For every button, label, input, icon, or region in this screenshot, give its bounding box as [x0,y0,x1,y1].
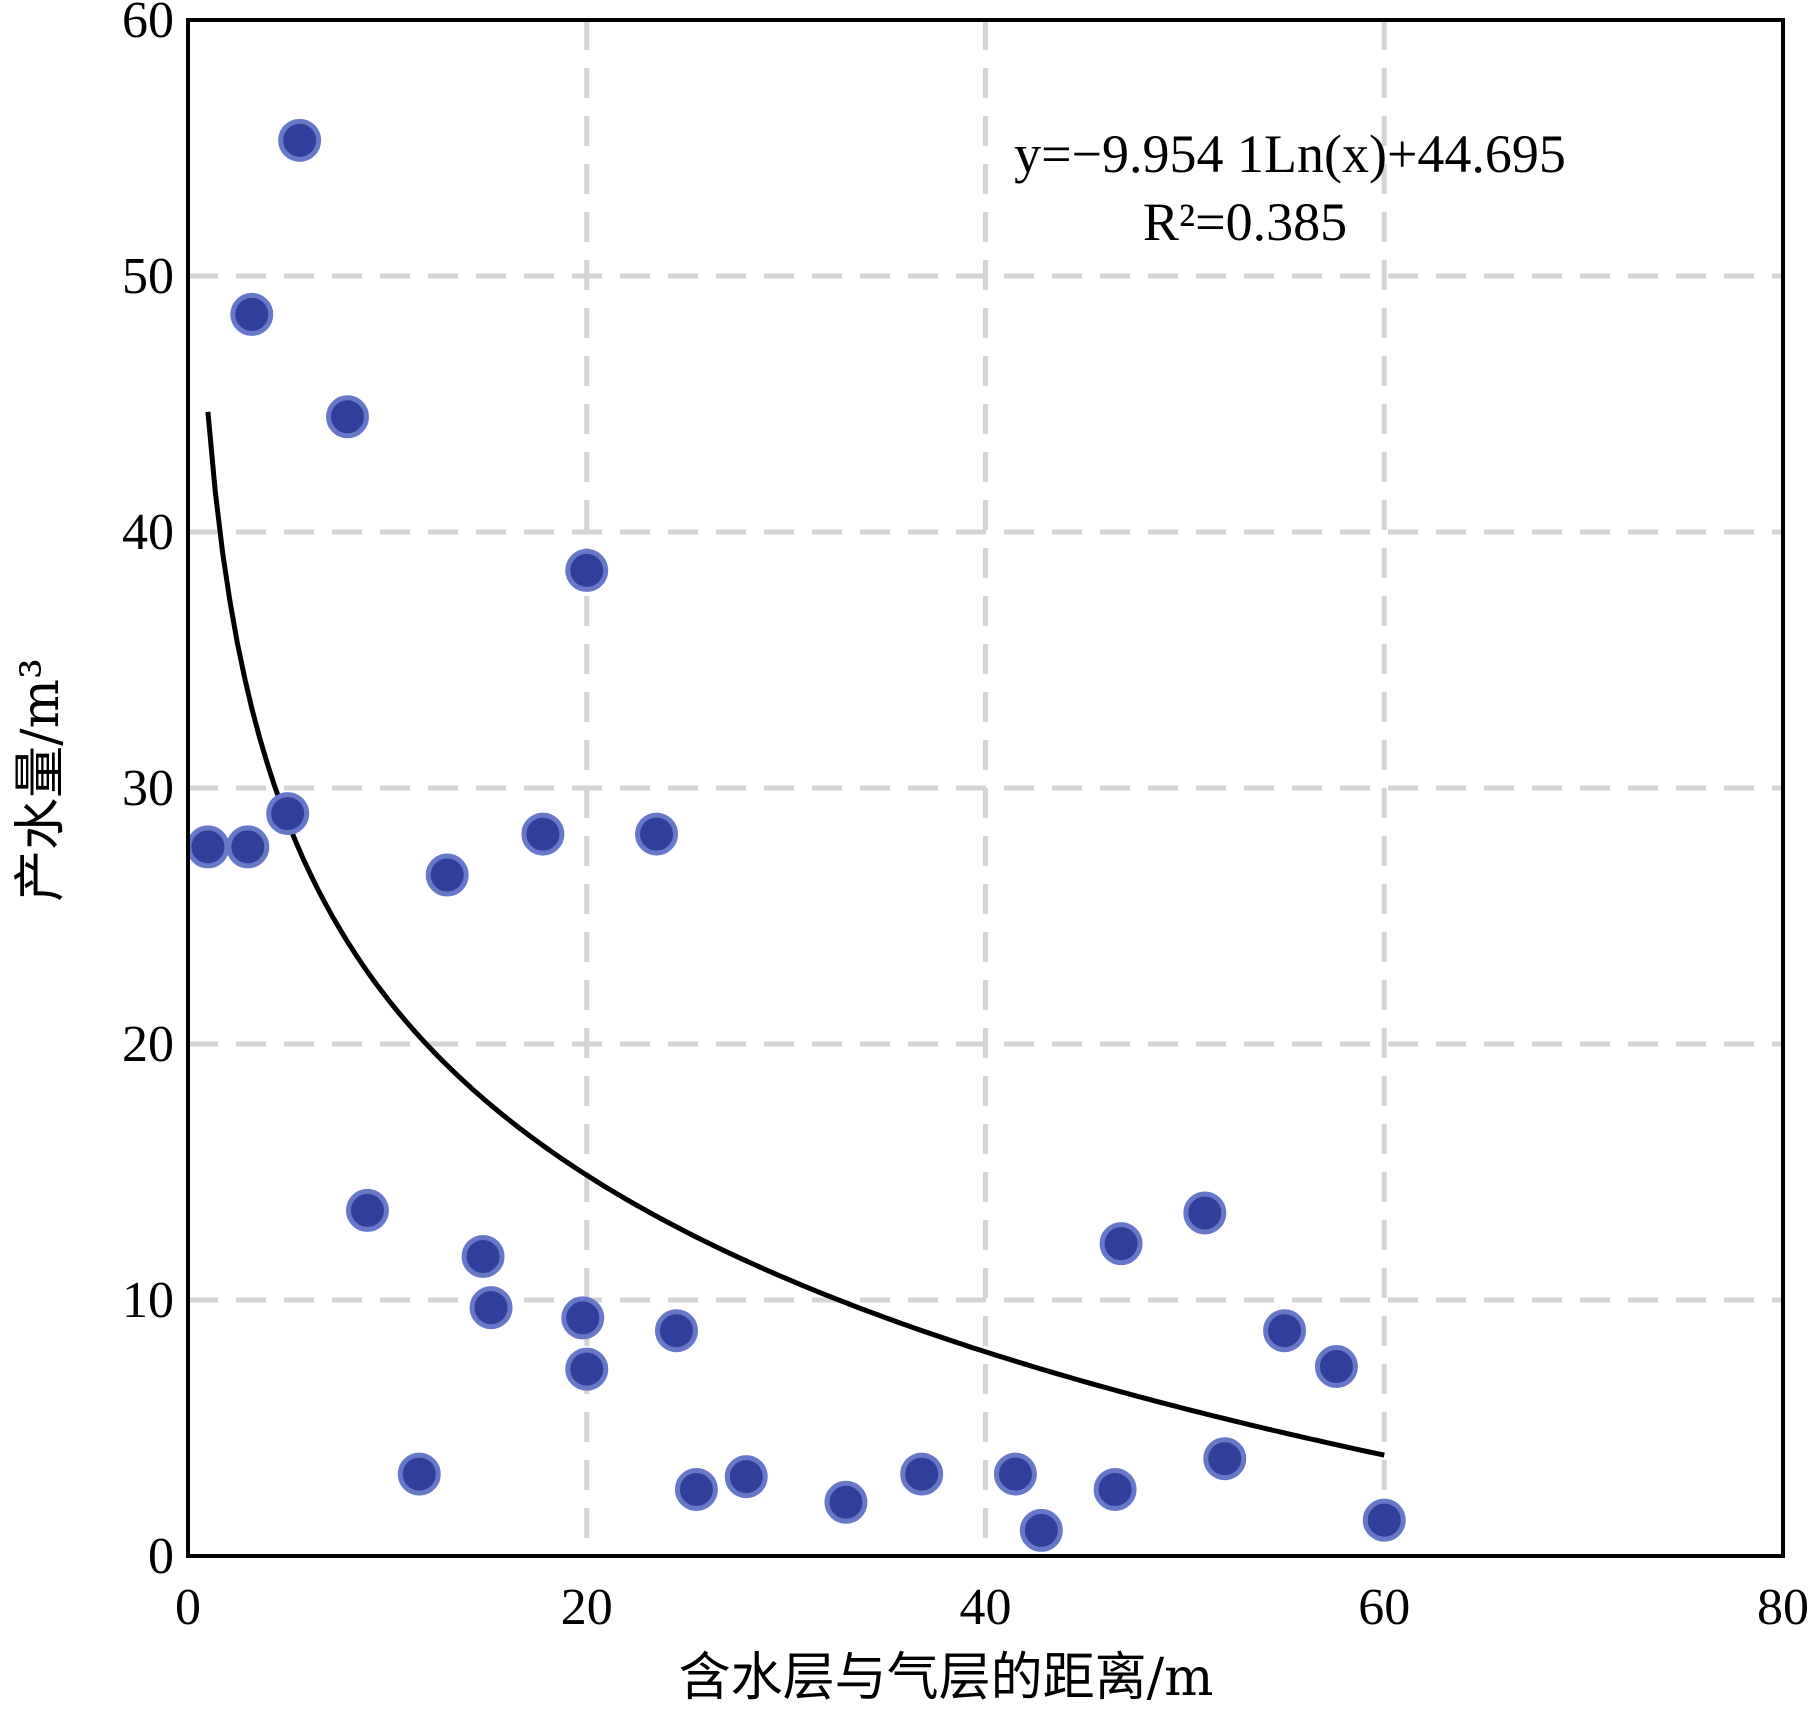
data-point [1019,1508,1063,1552]
data-point [824,1480,868,1524]
data-point [1314,1345,1358,1389]
data-point [674,1467,718,1511]
grid-lines [188,20,1783,1556]
trend-line-group [205,411,1385,1458]
y-tick-label: 0 [148,1528,174,1585]
x-tick-label: 80 [1757,1579,1809,1636]
data-point [565,548,609,592]
data-point [1362,1498,1406,1542]
data-point [1099,1222,1143,1266]
data-point [230,292,274,336]
plot-frame [186,18,1785,1558]
data-point [345,1188,389,1232]
data-point [461,1234,505,1278]
data-point [993,1452,1037,1496]
y-tick-label: 30 [122,760,174,817]
x-tick-label: 40 [960,1579,1012,1636]
data-point [635,812,679,856]
y-tick-label: 10 [122,1272,174,1329]
x-tick-label: 20 [561,1579,613,1636]
y-tick-label: 40 [122,504,174,561]
data-point [469,1286,513,1330]
data-point [565,1347,609,1391]
r-squared-label: R²=0.385 [1143,192,1347,252]
trend-line [205,411,1385,1458]
data-points [186,118,1406,1552]
data-point [1093,1467,1137,1511]
data-point [1183,1191,1227,1235]
data-point [326,395,369,439]
data-point [900,1452,944,1496]
data-point [186,825,230,869]
y-tick-label: 60 [122,0,174,49]
data-point [521,812,565,856]
y-axis-label: 产水量/m³ [11,658,71,902]
data-point [278,118,322,162]
data-point [724,1455,768,1499]
data-point [397,1452,441,1496]
trend-equation-label: y=−9.954 1Ln(x)+44.695 [1014,124,1566,184]
y-tick-label: 20 [122,1016,174,1073]
data-point [561,1296,605,1340]
x-axis-label: 含水层与气层的距离/m [679,1648,1214,1708]
data-point [1263,1309,1307,1353]
data-point [266,792,310,836]
data-point [1203,1437,1247,1481]
x-tick-label: 0 [175,1579,201,1636]
data-point [654,1309,698,1353]
data-point [226,825,270,869]
data-point [425,853,469,897]
y-tick-label: 50 [122,248,174,305]
x-tick-label: 60 [1358,1579,1410,1636]
x-tick-labels: 0 20 40 60 80 [175,1579,1809,1636]
y-tick-labels: 0 10 20 30 40 50 60 [122,0,174,1585]
